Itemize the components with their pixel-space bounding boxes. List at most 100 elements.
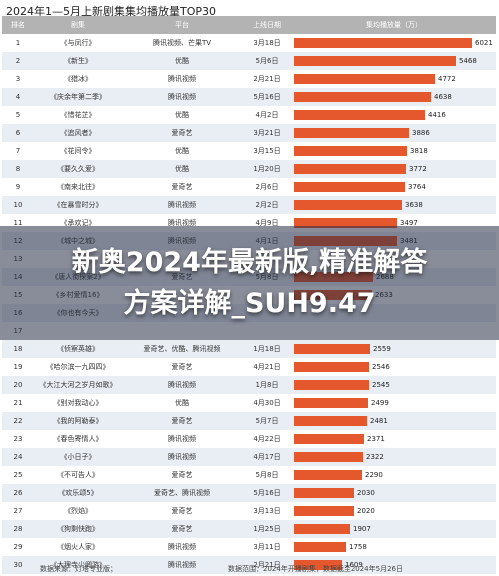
platform-cell: 腾讯视频 (168, 219, 196, 227)
bar-area: 2290 (294, 470, 494, 480)
rank-cell: 23 (13, 435, 23, 443)
date-cell: 4月22日 (253, 435, 281, 443)
value-bar (294, 92, 431, 102)
table-row: 9 《南来北往》 爱奇艺 2月6日 3764 (2, 178, 496, 196)
drama-name-cell: 《欢乐颂5》 (58, 489, 98, 497)
date-cell: 1月8日 (255, 381, 279, 389)
bar-value-label: 3764 (408, 183, 426, 191)
platform-cell: 腾讯视频、芒果TV (152, 39, 212, 47)
drama-name-cell: 《烟火人家》 (57, 543, 99, 551)
bar-value-label: 1907 (353, 525, 371, 533)
value-bar (294, 200, 402, 210)
table-row: 21 《别对我动心》 优酷 4月30日 2499 (2, 394, 496, 412)
chart-title: 2024年1—5月上新剧集集均播放量TOP30 (6, 5, 216, 18)
value-bar (294, 470, 362, 480)
rank-cell: 28 (13, 525, 23, 533)
platform-cell: 腾讯视频 (168, 201, 196, 209)
bar-value-label: 2481 (370, 417, 388, 425)
date-cell: 2月21日 (253, 561, 281, 569)
date-cell: 5月16日 (253, 489, 281, 497)
rank-cell: 24 (13, 453, 23, 461)
bar-area: 3764 (294, 182, 494, 192)
bar-value-label: 4772 (438, 75, 456, 83)
bar-value-label: 2020 (357, 507, 375, 515)
date-cell: 5月6日 (255, 57, 279, 65)
bar-value-label: 3772 (409, 165, 427, 173)
value-bar (294, 488, 354, 498)
platform-cell: 腾讯视频 (168, 75, 196, 83)
bar-area: 2371 (294, 434, 494, 444)
table-row: 23 《春色寄情人》 腾讯视频 4月22日 2371 (2, 430, 496, 448)
bar-value-label: 6021 (475, 39, 493, 47)
table-row: 5 《惜花芷》 优酷 4月2日 4416 (2, 106, 496, 124)
platform-cell: 爱奇艺 (171, 471, 193, 479)
rank-cell: 26 (13, 489, 23, 497)
table-row: 3 《猎冰》 腾讯视频 2月21日 4772 (2, 70, 496, 88)
drama-name-cell: 《狗剩快跑》 (57, 525, 99, 533)
rank-cell: 27 (13, 507, 23, 515)
header-date: 上线日期 (253, 21, 281, 29)
platform-cell: 优酷 (175, 111, 189, 119)
bar-area: 2020 (294, 506, 494, 516)
platform-cell: 腾讯视频 (168, 561, 196, 569)
platform-cell: 腾讯视频 (168, 93, 196, 101)
table-row: 27 《烈焰》 爱奇艺 3月13日 2020 (2, 502, 496, 520)
bar-value-label: 3497 (400, 219, 418, 227)
rank-cell: 3 (15, 75, 21, 83)
date-cell: 3月11日 (253, 543, 281, 551)
bar-value-label: 5468 (459, 57, 477, 65)
date-cell: 4月9日 (255, 219, 279, 227)
platform-cell: 爱奇艺、优酷、腾讯视频 (143, 345, 221, 353)
table-row: 19 《哈尔滨一九四四》 爱奇艺 4月21日 2546 (2, 358, 496, 376)
drama-name-cell: 《在暴雪时分》 (53, 201, 103, 209)
drama-name-cell: 《哈尔滨一九四四》 (46, 363, 110, 371)
date-cell: 4月30日 (253, 399, 281, 407)
value-bar (294, 74, 435, 84)
drama-name-cell: 《新生》 (64, 57, 92, 65)
date-cell: 4月17日 (253, 453, 281, 461)
rank-cell: 25 (13, 471, 23, 479)
bar-value-label: 1758 (349, 543, 367, 551)
footer-source: 数据来源：灯塔专业版； (40, 565, 117, 573)
rank-cell: 30 (13, 561, 23, 569)
table-row: 6 《追风者》 爱奇艺 3月21日 3886 (2, 124, 496, 142)
drama-name-cell: 《要久久爱》 (57, 165, 99, 173)
platform-cell: 爱奇艺 (171, 129, 193, 137)
drama-name-cell: 《南来北往》 (57, 183, 99, 191)
table-header: 排名 剧集 平台 上线日期 集均播放量（万） (2, 16, 496, 34)
value-bar (294, 506, 354, 516)
drama-name-cell: 《猎冰》 (64, 75, 92, 83)
rank-cell: 9 (15, 183, 21, 191)
drama-name-cell: 《花间令》 (60, 147, 96, 155)
header-value: 集均播放量（万） (366, 21, 422, 29)
rank-cell: 19 (13, 363, 23, 371)
date-cell: 5月8日 (255, 471, 279, 479)
bar-area: 2559 (294, 344, 494, 354)
rank-cell: 5 (15, 111, 21, 119)
drama-name-cell: 《大理寺少卿游》 (50, 561, 106, 569)
drama-name-cell: 《与凤行》 (60, 39, 96, 47)
value-bar (294, 452, 363, 462)
table-row: 20 《大江大河之岁月如歌》 腾讯视频 1月8日 2545 (2, 376, 496, 394)
table-row: 26 《欢乐颂5》 爱奇艺、腾讯视频 5月16日 2030 (2, 484, 496, 502)
platform-cell: 腾讯视频 (168, 543, 196, 551)
table-row: 30 《大理寺少卿游》 腾讯视频 2月21日 1609 (2, 556, 496, 574)
table-row: 1 《与凤行》 腾讯视频、芒果TV 3月18日 6021 (2, 34, 496, 52)
footer: 数据来源：灯塔专业版； 数据范围：2024年开播剧集，数据截至2024年5月26… (0, 561, 499, 576)
table-row: 10 《在暴雪时分》 腾讯视频 2月2日 3638 (2, 196, 496, 214)
rank-cell: 2 (15, 57, 21, 65)
rank-cell: 11 (13, 219, 23, 227)
bar-value-label: 2371 (367, 435, 385, 443)
bar-area: 3497 (294, 218, 494, 228)
drama-name-cell: 《我的阿勒泰》 (53, 417, 103, 425)
value-bar (294, 524, 350, 534)
date-cell: 1月25日 (253, 525, 281, 533)
value-bar (294, 398, 368, 408)
bar-area: 3818 (294, 146, 494, 156)
value-bar (294, 380, 369, 390)
bar-area: 2546 (294, 362, 494, 372)
platform-cell: 爱奇艺 (171, 417, 193, 425)
bar-value-label: 2499 (371, 399, 389, 407)
drama-name-cell: 《春色寄情人》 (53, 435, 103, 443)
value-bar (294, 560, 342, 570)
